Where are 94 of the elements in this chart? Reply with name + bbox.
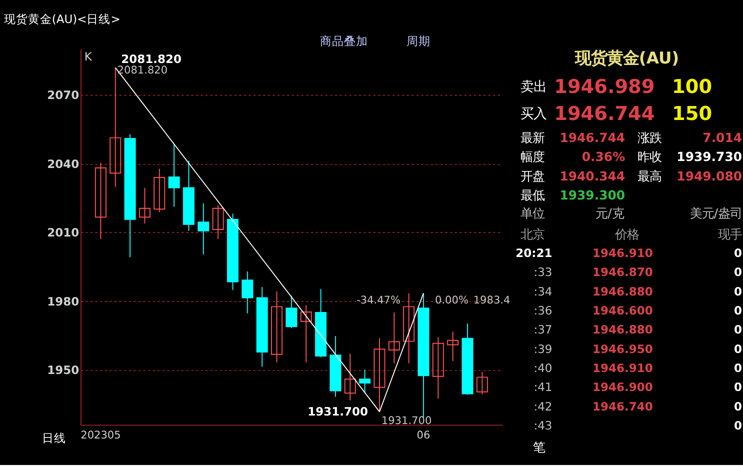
text: 7.014 (702, 130, 742, 145)
text: 1949.080 (676, 168, 742, 184)
annotation: 1931.700 (381, 415, 432, 428)
text: 笔 (533, 440, 546, 455)
candlestick (138, 187, 150, 224)
annotation: -34.47% (356, 294, 400, 307)
text: 1946.740 (592, 399, 653, 414)
text: 1946.600 (592, 303, 653, 318)
y-tick-label: 1980 (47, 294, 80, 308)
candlestick (242, 270, 254, 314)
text: 单位 (520, 206, 545, 221)
candlestick (374, 338, 386, 412)
candlestick (154, 168, 166, 213)
text: 1946.900 (592, 380, 653, 394)
text: :42 (534, 399, 552, 414)
text: :36 (534, 303, 552, 318)
candlestick (300, 304, 312, 363)
candlestick (198, 202, 210, 255)
text: 0 (734, 284, 742, 298)
annotation: 1983.4 (473, 294, 510, 307)
text: 0 (734, 418, 742, 433)
candlestick (476, 371, 488, 395)
text: 0 (734, 322, 742, 337)
text: :40 (534, 360, 552, 375)
text: 幅度 (520, 149, 545, 164)
text: 商品叠加 (320, 34, 368, 48)
text: 1946.870 (592, 265, 653, 280)
text: 日线 (42, 430, 66, 445)
text: :33 (534, 265, 552, 280)
text: 1939.730 (676, 149, 742, 164)
text: 1946.744 (554, 102, 655, 125)
candlestick (432, 336, 444, 400)
text: 0 (734, 342, 742, 356)
text: 150 (672, 102, 712, 125)
text: 最新 (520, 130, 545, 145)
candlestick (403, 292, 415, 364)
text: 美元/盎司 (690, 206, 742, 221)
text: 最低 (520, 187, 545, 202)
annotation: 0.00% (435, 294, 468, 307)
text: :43 (534, 418, 552, 433)
text: 开盘 (520, 168, 545, 184)
text: 1946.880 (592, 322, 653, 337)
text: 100 (672, 75, 712, 98)
text: 1940.344 (560, 168, 626, 184)
text: :37 (534, 322, 552, 337)
text: 20:21 (516, 246, 552, 260)
y-tick-label: 2010 (47, 226, 80, 240)
text: 0 (734, 265, 742, 280)
text: 1946.744 (560, 130, 626, 145)
text: 0.36% (582, 149, 626, 164)
x-tick-label: 06 (416, 430, 430, 442)
text: 卖出 (520, 80, 547, 96)
annotation: 2081.820 (121, 52, 182, 66)
candlestick (344, 353, 356, 401)
text: 0 (734, 360, 742, 375)
annotation: K (84, 49, 92, 64)
candlestick (286, 295, 298, 328)
text: 0 (734, 399, 742, 414)
annotation: 1931.700 (308, 404, 368, 418)
text: 现手 (718, 226, 742, 242)
annotation: 2081.820 (117, 64, 168, 76)
candlestick (94, 162, 106, 240)
candlestick (447, 331, 459, 362)
text: 价格 (614, 226, 639, 242)
text: 1946.950 (592, 342, 653, 356)
candlestick (168, 143, 180, 208)
text: :41 (534, 380, 552, 394)
text: 1946.910 (592, 360, 653, 375)
candlestick (388, 312, 400, 364)
candlestick (212, 204, 224, 240)
text: 0 (734, 246, 742, 260)
text: 现货黄金(AU) (574, 48, 680, 68)
text: :39 (534, 342, 552, 356)
text: 0 (734, 303, 742, 318)
text: 昨收 (638, 149, 662, 164)
y-tick-label: 2070 (47, 88, 80, 102)
text: 买入 (520, 106, 547, 122)
text: 最高 (638, 168, 662, 184)
text: 元/克 (596, 206, 624, 221)
candlestick (359, 369, 371, 394)
text: 1946.910 (592, 246, 653, 260)
text: 1946.880 (592, 284, 653, 298)
text: 1946.989 (554, 75, 655, 98)
text: 北京 (520, 226, 545, 242)
chart-title: 现货黄金(AU)<日线> (4, 12, 120, 26)
y-tick-label: 2040 (47, 156, 80, 171)
x-tick-label: 202305 (80, 430, 121, 442)
text: 0 (734, 380, 742, 394)
text: 1939.300 (560, 187, 626, 202)
y-tick-label: 1950 (47, 363, 80, 378)
text: 周期 (406, 34, 430, 48)
text: :34 (534, 284, 552, 298)
text: 涨跌 (638, 130, 662, 145)
candlestick (271, 290, 283, 363)
